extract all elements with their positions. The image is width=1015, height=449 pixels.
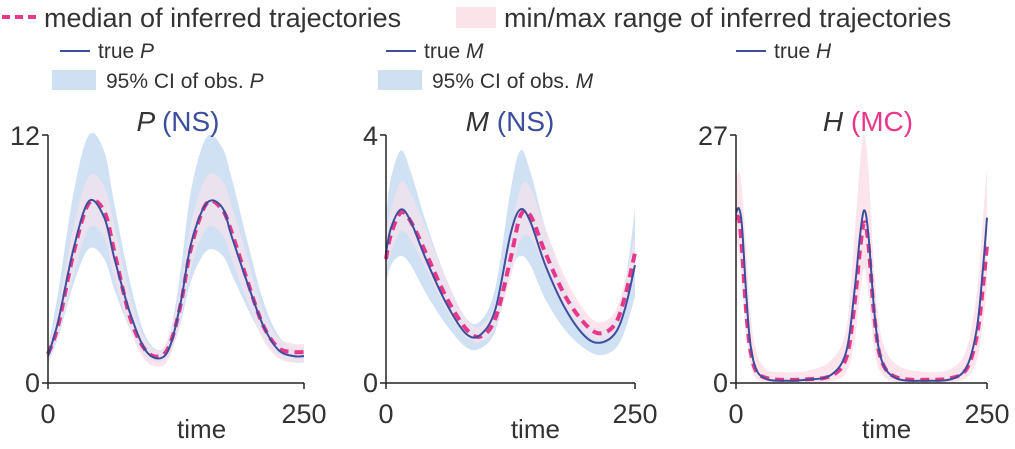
panel-title-P: P (NS) — [137, 106, 220, 137]
true-legend-label-H: true H — [774, 40, 832, 63]
range-legend-swatch — [456, 7, 496, 28]
ci-band-overlay-P — [48, 132, 304, 363]
true-legend-label-M: true M — [424, 40, 484, 63]
top-legend: median of inferred trajectories min/max … — [2, 3, 951, 33]
y-tick-label-max-H: 27 — [698, 121, 728, 151]
panel-P: 12 00 250 time P (NS) true P 95% CI of obs. P — [10, 40, 327, 444]
panel-title-H: H (MC) — [823, 106, 913, 137]
panel-H: 27 00 250 time H (MC) true H — [698, 40, 1010, 444]
panel-title-tag-M: (NS) — [497, 106, 555, 137]
median-line-H — [734, 214, 989, 382]
x-tick-label-min-P: 0 — [40, 399, 55, 429]
y-tick-label-max-P: 12 — [10, 121, 40, 151]
panel-title-var-H: H — [823, 106, 851, 137]
y-tick-label-max-M: 4 — [363, 121, 378, 151]
y-tick-label-min-M: 0 — [363, 368, 378, 398]
median-line-P — [46, 198, 305, 359]
x-axis-label-P: time — [177, 414, 226, 444]
true-line-H — [735, 206, 988, 382]
panel-title-tag-H: (MC) — [851, 106, 913, 137]
y-tick-label-min-P: 0 — [25, 368, 40, 398]
x-tick-label-max-H: 250 — [964, 399, 1009, 429]
x-tick-label-min-M: 0 — [378, 399, 393, 429]
x-axis-label-M: time — [511, 414, 560, 444]
x-tick-label-max-M: 250 — [612, 399, 657, 429]
true-line-P — [47, 198, 305, 360]
panel-title-var-P: P — [137, 106, 162, 137]
range-band-H — [736, 134, 987, 384]
y-tick-label-min-H: 0 — [713, 368, 728, 398]
x-tick-label-max-P: 250 — [281, 399, 326, 429]
panel-title-var-M: M — [466, 106, 497, 137]
ci-legend-label-P: 95% CI of obs. P — [106, 70, 264, 93]
true-legend-label-P: true P — [98, 40, 154, 63]
ci-legend-label-M: 95% CI of obs. M — [432, 70, 594, 93]
panel-M: 4 00 250 time M (NS) true M 95% CI of obs. M — [363, 40, 658, 444]
panel-title-tag-P: (NS) — [162, 106, 220, 137]
ci-legend-swatch-M — [378, 70, 422, 90]
range-band-P — [48, 173, 304, 367]
median-legend-label: median of inferred trajectories — [44, 3, 401, 33]
true-line-M — [385, 207, 636, 344]
x-axis-label-H: time — [862, 414, 911, 444]
x-tick-label-min-H: 0 — [728, 399, 743, 429]
range-legend-label: min/max range of inferred trajectories — [504, 3, 951, 33]
panel-title-M: M (NS) — [466, 106, 555, 137]
ci-legend-swatch-P — [52, 70, 96, 90]
